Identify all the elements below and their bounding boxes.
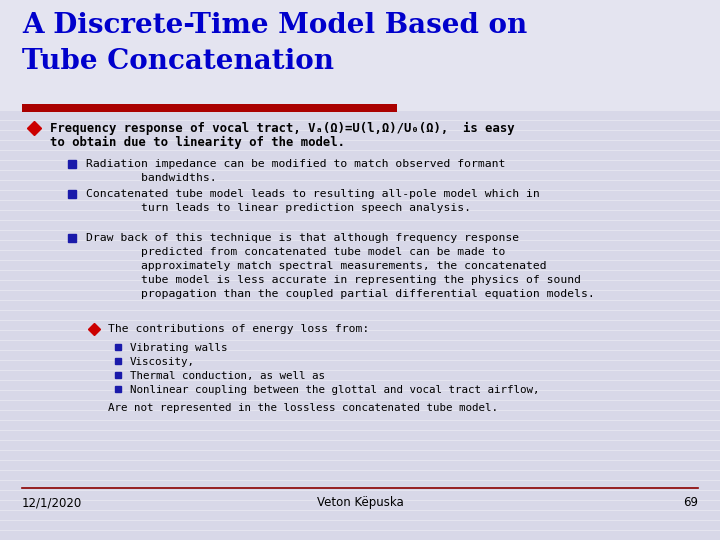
- Text: Radiation impedance can be modified to match observed formant
        bandwidths: Radiation impedance can be modified to m…: [86, 159, 505, 183]
- Text: Veton Këpuska: Veton Këpuska: [317, 496, 403, 509]
- Bar: [0, 0, 720, 110]
- Text: to obtain due to linearity of the model.: to obtain due to linearity of the model.: [50, 136, 345, 149]
- Text: Draw back of this technique is that although frequency response
        predicte: Draw back of this technique is that alth…: [86, 233, 595, 299]
- Text: 12/1/2020: 12/1/2020: [22, 496, 82, 509]
- Text: The contributions of energy loss from:: The contributions of energy loss from:: [108, 324, 369, 334]
- Text: Tube Concatenation: Tube Concatenation: [22, 48, 334, 75]
- Text: A Discrete-Time Model Based on: A Discrete-Time Model Based on: [22, 12, 527, 39]
- Text: Thermal conduction, as well as: Thermal conduction, as well as: [130, 371, 325, 381]
- Text: Frequency response of vocal tract, Vₐ(Ω)=U(l,Ω)/U₀(Ω),  is easy: Frequency response of vocal tract, Vₐ(Ω)…: [50, 122, 515, 135]
- Text: Concatenated tube model leads to resulting all-pole model which in
        turn : Concatenated tube model leads to resulti…: [86, 189, 540, 213]
- Text: Are not represented in the lossless concatenated tube model.: Are not represented in the lossless conc…: [108, 403, 498, 413]
- Text: 69: 69: [683, 496, 698, 509]
- Text: Vibrating walls: Vibrating walls: [130, 343, 228, 353]
- Text: Nonlinear coupling between the glottal and vocal tract airflow,: Nonlinear coupling between the glottal a…: [130, 385, 539, 395]
- Text: Viscosity,: Viscosity,: [130, 357, 195, 367]
- Bar: [22, 104, 397, 112]
